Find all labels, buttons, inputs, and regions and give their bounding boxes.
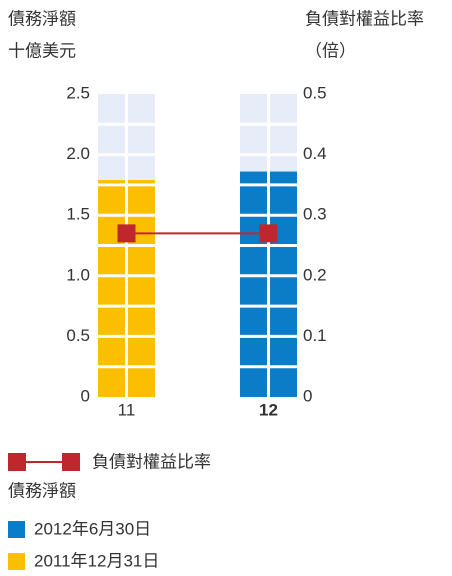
y2-tick-label: 0.4 [303, 144, 327, 163]
y2-tick-label: 0.2 [303, 265, 327, 284]
y-tick-label: 1.5 [66, 205, 90, 224]
legend-label: 負債對權益比率 [92, 452, 211, 471]
y2-tick-label: 0 [303, 386, 312, 405]
y-axis-unit: 十億美元 [8, 41, 76, 60]
y2-tick-label: 0.3 [303, 205, 327, 224]
y2-tick-label: 0.1 [303, 326, 327, 345]
y2-axis-unit: （倍） [305, 41, 356, 60]
y-axis-title: 債務淨額 [8, 9, 76, 28]
y-tick-label: 2.5 [66, 83, 90, 102]
legend-title: 債務淨額 [8, 481, 76, 500]
y2-tick-label: 0.5 [303, 83, 327, 102]
legend-swatch [8, 553, 25, 570]
x-tick-label: 11 [118, 400, 136, 419]
legend-marker [62, 453, 80, 471]
legend-marker [8, 453, 26, 471]
line-marker [259, 224, 278, 243]
legend-swatch [8, 521, 25, 538]
x-tick-label: 12 [259, 400, 278, 419]
y2-axis-title: 負債對權益比率 [305, 9, 424, 28]
legend-label: 2011年12月31日 [34, 551, 159, 570]
y-tick-label: 2.0 [66, 144, 90, 163]
line-marker [117, 224, 136, 243]
y-tick-label: 1.0 [66, 265, 90, 284]
y-tick-label: 0 [81, 386, 90, 405]
y-tick-label: 0.5 [66, 326, 90, 345]
legend-label: 2012年6月30日 [34, 519, 151, 538]
